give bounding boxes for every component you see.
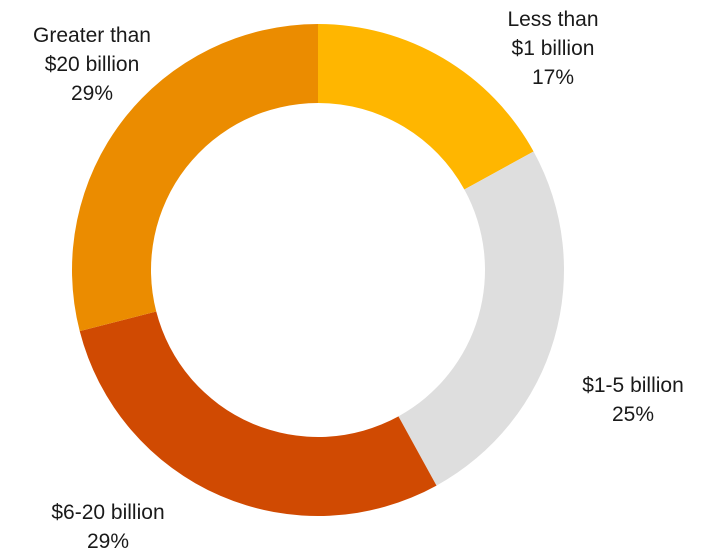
slice-category-label: $20 billion <box>45 53 140 76</box>
slice-label-3: $6-20 billion 29% <box>51 501 164 553</box>
donut-slice-3 <box>79 311 437 516</box>
slice-category-label: $6-20 billion <box>51 501 164 524</box>
donut-slice-1 <box>318 24 534 190</box>
slice-value-label: 25% <box>612 403 654 426</box>
slice-category-label: $1-5 billion <box>582 374 684 397</box>
slice-value-label: 29% <box>71 82 113 105</box>
slice-category-label: Less than <box>507 8 598 31</box>
donut-slice-2 <box>398 151 564 486</box>
slice-value-label: 17% <box>532 66 574 89</box>
slice-value-label: 29% <box>87 530 129 553</box>
slice-label-1: Less than $1 billion 17% <box>507 8 598 89</box>
slice-label-2: $1-5 billion 25% <box>582 374 684 426</box>
slice-label-4: Greater than $20 billion 29% <box>33 24 151 105</box>
donut-slice-4 <box>72 24 318 332</box>
slice-category-label: Greater than <box>33 24 151 47</box>
slice-category-label: $1 billion <box>512 37 595 60</box>
